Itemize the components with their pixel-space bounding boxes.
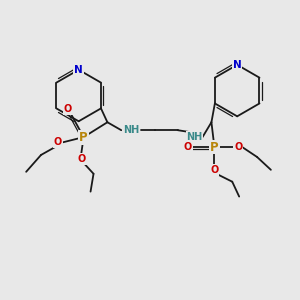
Text: N: N (74, 65, 83, 75)
Text: O: O (64, 104, 72, 114)
Text: NH: NH (187, 132, 203, 142)
Text: P: P (79, 130, 88, 144)
Text: O: O (77, 154, 86, 164)
Text: N: N (233, 60, 242, 70)
Text: O: O (184, 142, 192, 152)
Text: O: O (210, 165, 218, 175)
Text: O: O (234, 142, 242, 152)
Text: NH: NH (123, 125, 139, 135)
Text: P: P (210, 140, 219, 154)
Text: O: O (54, 137, 62, 147)
